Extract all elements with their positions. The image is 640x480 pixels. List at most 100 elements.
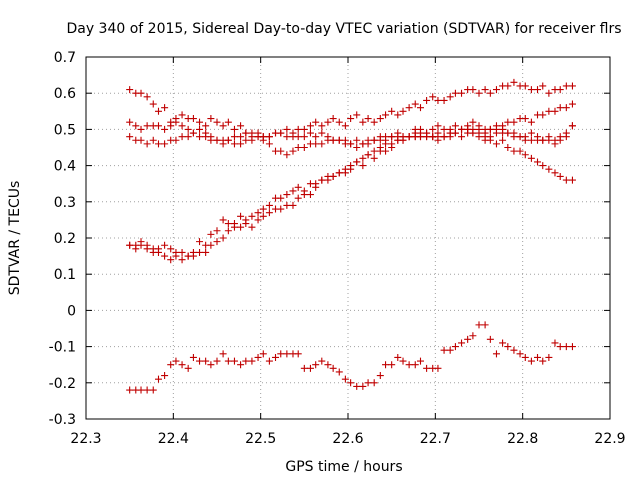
data-point (189, 252, 197, 260)
data-point (458, 133, 466, 141)
data-point (219, 350, 227, 358)
data-point (481, 86, 489, 94)
data-point (277, 194, 285, 202)
data-point (347, 162, 355, 170)
data-points (126, 78, 576, 394)
data-point (469, 129, 477, 137)
data-point (289, 147, 297, 155)
data-point (521, 151, 529, 159)
data-point (248, 212, 256, 220)
data-point (143, 122, 151, 130)
data-point (458, 89, 466, 97)
data-point (184, 364, 192, 372)
data-point (324, 118, 332, 126)
data-point (224, 227, 232, 235)
data-point (347, 115, 355, 123)
data-point (137, 241, 145, 249)
data-point (504, 343, 512, 351)
data-point (248, 136, 256, 144)
data-point (312, 118, 320, 126)
data-point (416, 104, 424, 112)
data-point (405, 104, 413, 112)
data-point (300, 133, 308, 141)
data-point (399, 107, 407, 115)
data-point (341, 165, 349, 173)
y-tick-label: 0.2 (54, 231, 76, 247)
data-point (510, 118, 518, 126)
data-point (376, 372, 384, 380)
data-point (300, 191, 308, 199)
data-point (161, 252, 169, 260)
data-point (300, 125, 308, 133)
data-point (259, 212, 267, 220)
data-point (207, 230, 215, 238)
data-point (399, 357, 407, 365)
chart-title: Day 340 of 2015, Sidereal Day-to-day VTE… (66, 21, 621, 37)
data-point (504, 118, 512, 126)
data-point (154, 140, 162, 148)
data-point (504, 144, 512, 151)
data-point (137, 125, 145, 133)
data-point (283, 133, 291, 141)
data-point (189, 353, 197, 361)
data-point (219, 140, 227, 148)
data-point (516, 350, 524, 358)
data-point (382, 361, 390, 369)
series-4 (126, 118, 576, 260)
data-point (545, 133, 553, 141)
data-point (370, 147, 378, 155)
data-point (277, 147, 285, 155)
data-point (242, 220, 250, 228)
data-point (265, 201, 273, 209)
data-point (353, 136, 361, 144)
data-point (283, 151, 291, 159)
data-point (248, 357, 256, 365)
data-point (196, 248, 204, 256)
data-point (434, 122, 442, 130)
data-point (154, 375, 162, 383)
data-point (178, 133, 186, 141)
data-point (510, 346, 518, 354)
data-point (521, 136, 529, 144)
data-point (451, 343, 459, 351)
data-point (196, 238, 204, 246)
data-point (527, 86, 535, 94)
data-point (568, 343, 576, 351)
data-point (207, 241, 215, 249)
data-point (464, 335, 472, 343)
data-point (283, 191, 291, 199)
y-tick-label: 0 (67, 303, 76, 319)
data-point (335, 368, 343, 376)
data-point (534, 353, 542, 361)
data-point (562, 343, 570, 351)
data-point (202, 248, 210, 256)
data-point (329, 172, 337, 180)
data-point (347, 379, 355, 387)
data-point (154, 248, 162, 256)
data-point (289, 187, 297, 195)
data-point (219, 216, 227, 224)
data-point (556, 104, 564, 112)
data-point (556, 133, 564, 141)
data-point (527, 154, 535, 162)
data-point (568, 82, 576, 90)
data-point (539, 162, 547, 170)
data-point (486, 125, 494, 133)
plot-frame (85, 56, 611, 420)
data-point (411, 361, 419, 369)
data-point (534, 86, 542, 94)
data-point (551, 169, 559, 177)
data-point (202, 133, 210, 141)
data-point (312, 140, 320, 148)
data-point (300, 364, 308, 372)
data-point (167, 245, 175, 253)
data-point (167, 256, 175, 264)
data-point (440, 133, 448, 141)
data-point (545, 165, 553, 173)
y-tick-label: 0.5 (54, 122, 76, 138)
data-point (143, 386, 151, 394)
data-point (265, 140, 273, 148)
x-tick-label: 22.8 (507, 431, 538, 447)
data-point (568, 176, 576, 184)
